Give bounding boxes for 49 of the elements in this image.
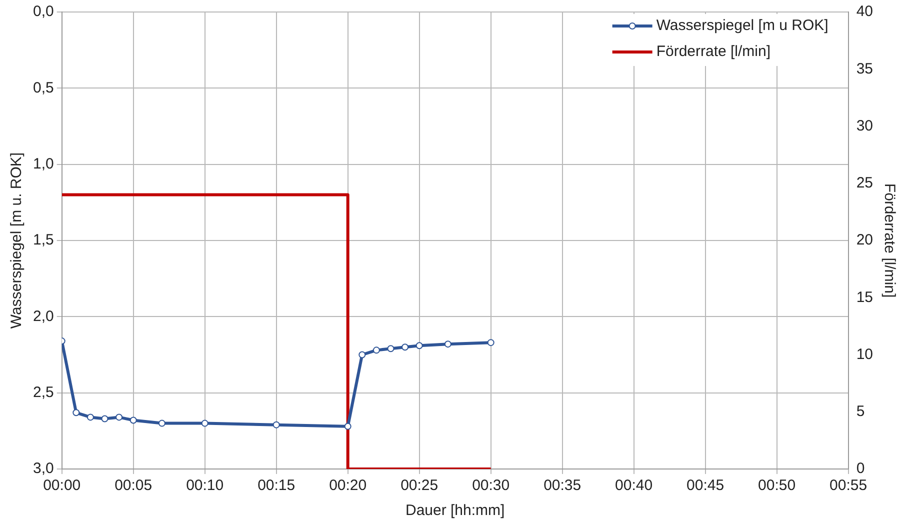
point [130,416,137,424]
point [372,346,380,354]
y2-tick-label: 25 [856,174,874,192]
point [402,344,409,351]
point [344,422,352,430]
x-tick-label: 00:20 [329,477,367,494]
x-tick-label: 00:10 [186,477,224,494]
y2-axis-title: Förderrate [l/min] [880,183,898,298]
x-axis-title: Dauer [hh:mm] [405,502,505,520]
y2-tick-label: 10 [856,346,874,363]
point [416,342,423,350]
point [86,414,94,421]
point [272,421,280,428]
x-tick-label: 00:55 [830,477,868,494]
y-tick-label: 2,0 [32,308,54,325]
point [158,420,166,427]
x-tick-label: 00:15 [258,477,296,494]
y2-tick-label: 15 [856,288,874,306]
legend-label: Wasserspiegel [m u ROK] [656,17,828,34]
point [116,414,123,421]
y-tick-label: 1,0 [32,155,54,172]
point [487,339,494,346]
y-tick-label: 2,5 [32,384,54,401]
point [201,420,208,427]
y-tick-label: 0,5 [32,79,54,96]
y2-tick-label: 40 [856,3,874,20]
x-tick-label: 00:35 [544,477,582,494]
y-tick-label: 0,0 [32,3,54,20]
x-tick-label: 00:25 [400,477,438,494]
x-tick-label: 00:30 [472,477,510,494]
y-axis-title: Wasserspiegel [m u. ROK] [8,152,26,329]
x-tick-label: 00:45 [686,477,724,494]
point [444,340,452,348]
x-tick-label: 00:50 [758,477,796,494]
y-tick-label: 1,5 [32,232,54,249]
x-tick-label: 00:05 [114,477,152,494]
y2-tick-label: 0 [856,460,865,478]
point [72,409,80,416]
point [358,351,366,358]
x-tick-label: 00:40 [615,477,653,494]
point [101,415,108,422]
y2-tick-label: 20 [856,232,874,249]
y-tick-label: 3,0 [32,460,54,478]
y2-tick-label: 30 [856,117,874,134]
y2-tick-label: 35 [856,60,874,78]
point [387,345,394,352]
x-tick-label: 00:00 [43,477,81,494]
legend-label: Förderrate [l/min] [656,43,771,60]
y2-tick-label: 5 [856,403,865,420]
